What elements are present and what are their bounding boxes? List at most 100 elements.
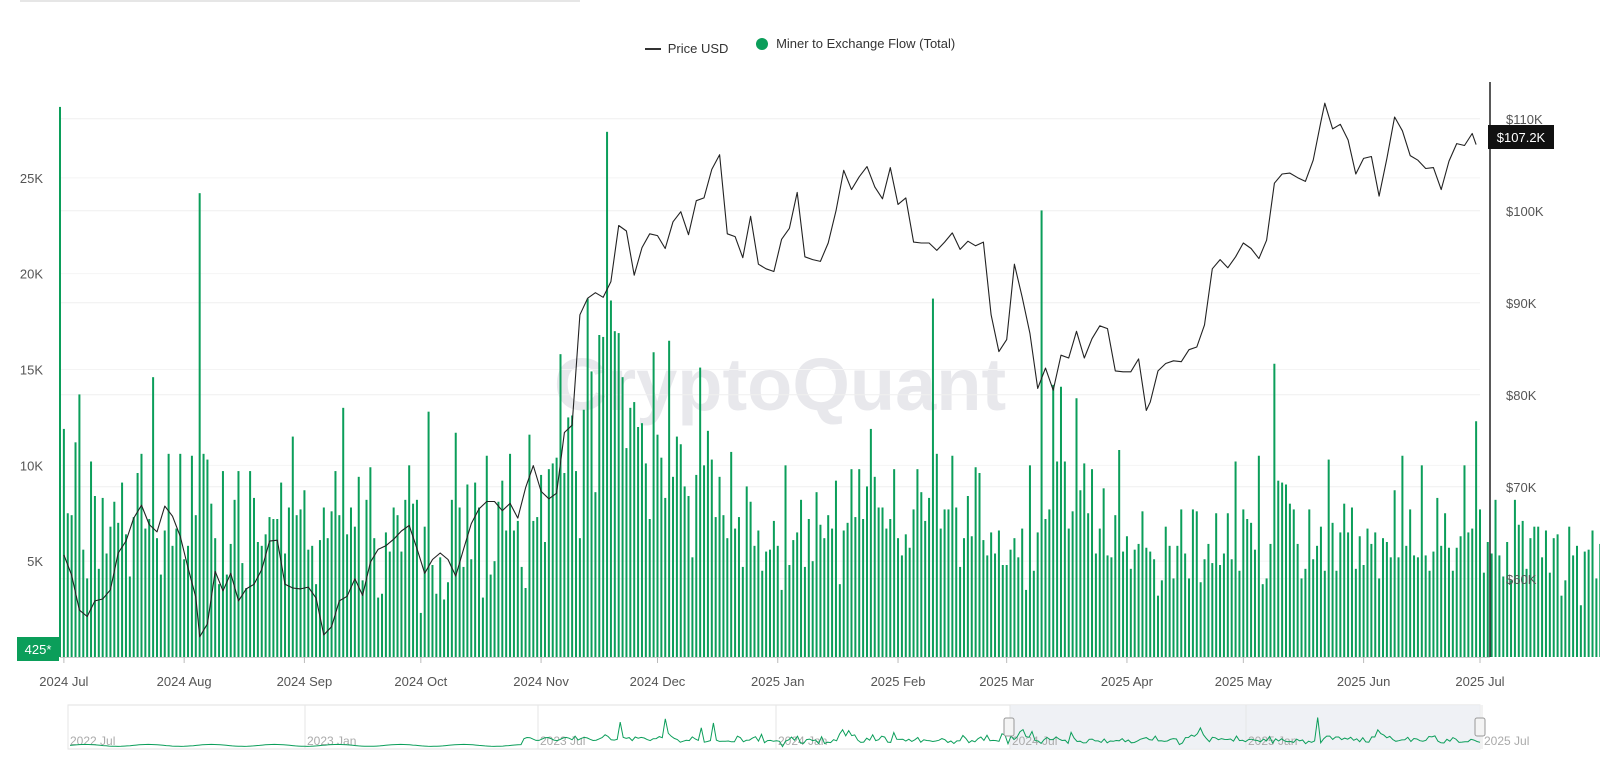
flow-bar (1467, 532, 1470, 657)
right-axis-tick-label: $100K (1506, 204, 1544, 219)
flow-bar (167, 453, 170, 657)
flow-bar (982, 540, 985, 657)
flow-bar (1226, 513, 1229, 657)
flow-bar (1269, 543, 1272, 657)
range-navigator[interactable]: 2022 Jul 2023 Jan 2023 Jul 2024 Jan 2024 Jul… (67, 704, 1529, 750)
flow-bar (140, 453, 143, 657)
flow-bar (419, 612, 422, 657)
flow-bar (1137, 543, 1140, 657)
flow-bar (1308, 509, 1311, 657)
price-line (63, 102, 1477, 638)
flow-bar (1222, 553, 1225, 657)
flow-bar (1304, 568, 1307, 657)
navigator-right-handle[interactable] (1474, 717, 1486, 737)
right-axis-tick-label: $80K (1506, 388, 1537, 403)
flow-bar (823, 538, 826, 657)
flow-bar (1490, 553, 1493, 657)
flow-bar (1475, 421, 1478, 657)
flow-bar (672, 476, 675, 657)
flow-bar (1587, 549, 1590, 657)
flow-bar (1575, 545, 1578, 657)
x-axis-tick-label: 2025 Jul (1455, 674, 1504, 689)
navigator-tick-label: 2025 Jan (1248, 734, 1297, 748)
flow-bar (951, 455, 954, 657)
flow-bar (578, 538, 581, 657)
flow-bar (1541, 557, 1544, 657)
flow-bar (334, 471, 337, 657)
flow-bar (1246, 519, 1249, 657)
flow-bar (1420, 465, 1423, 657)
flow-bar (1517, 524, 1520, 657)
x-axis-tick-label: 2024 Aug (157, 674, 212, 689)
flow-bar (885, 528, 888, 657)
flow-bar (703, 465, 706, 657)
flow-bar (481, 597, 484, 657)
navigator-tick-label: 2025 Jul (1484, 734, 1529, 748)
flow-bar (834, 480, 837, 657)
flow-bar (113, 501, 116, 657)
flow-bar (1486, 542, 1489, 657)
legend-item-flow[interactable]: Miner to Exchange Flow (Total) (756, 36, 955, 51)
flow-bar (128, 576, 131, 657)
flow-bar (489, 574, 492, 657)
flow-bar (966, 496, 969, 657)
flow-bar (881, 507, 884, 657)
left-axis-tick-label: 15K (20, 363, 43, 378)
flow-bar (1156, 595, 1159, 657)
navigator-selected-range[interactable] (1010, 705, 1480, 749)
grid-lines (60, 118, 1480, 580)
flow-bar (1195, 511, 1198, 657)
flow-bar (470, 559, 473, 657)
legend-item-price[interactable]: Price USD (644, 41, 729, 57)
flow-bar (1250, 522, 1253, 657)
flow-bar (404, 499, 407, 657)
flow-bar (745, 486, 748, 657)
flow-bar (555, 457, 558, 657)
flow-bar (1001, 565, 1004, 657)
top-divider (20, 0, 580, 2)
flow-bar (1028, 465, 1031, 657)
flow-bar (373, 538, 376, 657)
flow-bar (1145, 547, 1148, 657)
flow-bar (1056, 461, 1059, 657)
flow-bar (1397, 557, 1400, 657)
flow-bar (388, 551, 391, 657)
flow-bar (303, 490, 306, 657)
navigator-left-handle[interactable] (1003, 717, 1015, 737)
flow-bar (357, 476, 360, 657)
flow-bar (656, 434, 659, 657)
flow-bar (862, 519, 865, 657)
flow-bar (947, 509, 950, 657)
flow-bar (284, 553, 287, 657)
flow-bar (1133, 549, 1136, 657)
flow-bar (920, 492, 923, 657)
flow-bar (1122, 551, 1125, 657)
flow-bar (1242, 509, 1245, 657)
flow-bar (423, 526, 426, 657)
flow-bar (245, 588, 248, 657)
flow-bar (935, 453, 938, 657)
flow-bar (1513, 499, 1516, 657)
flow-bar (629, 407, 632, 657)
flow-bar (1312, 559, 1315, 657)
flow-bar (858, 469, 861, 657)
flow-bar (1285, 484, 1288, 657)
flow-bar (1261, 584, 1264, 657)
flow-bar (384, 532, 387, 657)
x-axis-tick-label: 2025 Feb (871, 674, 926, 689)
flow-bar (330, 511, 333, 657)
flow-bar (462, 566, 465, 657)
flow-bar (1292, 509, 1295, 657)
current-price-flag-text: $107.2K (1497, 130, 1546, 145)
flow-bar (307, 549, 310, 657)
flow-bar (136, 473, 139, 657)
flow-bar (1537, 526, 1540, 657)
legend-price-label: Price USD (667, 41, 729, 57)
flow-bar (846, 522, 849, 657)
flow-bar (361, 580, 364, 657)
flow-bar (943, 509, 946, 657)
flow-bar (986, 555, 989, 657)
current-flow-flag-box (17, 637, 59, 661)
flow-bar (959, 566, 962, 657)
